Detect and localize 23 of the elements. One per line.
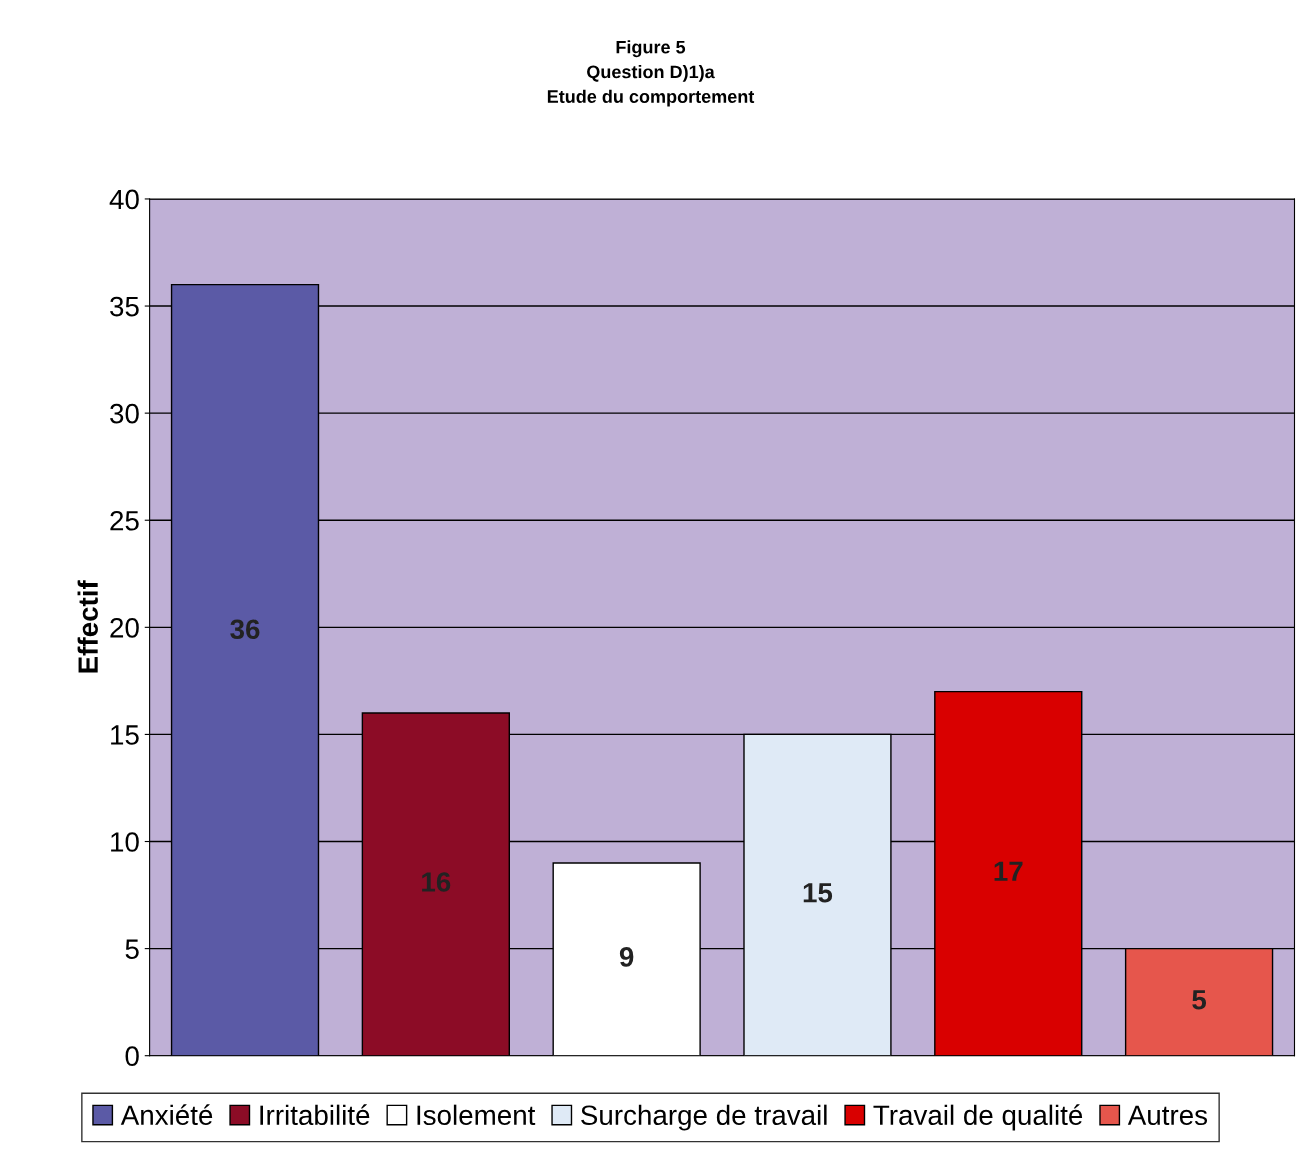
- y-tick-label: 30: [110, 403, 139, 424]
- legend-label: Travail de qualité: [873, 1104, 1083, 1131]
- legend-label: Isolement: [417, 1104, 536, 1126]
- y-tick-label: 15: [111, 725, 139, 745]
- y-tick-label: 40: [109, 189, 139, 210]
- legend-label: Irritabilité: [260, 1104, 370, 1126]
- data-label: 36: [230, 619, 260, 640]
- y-tick-label: 0: [125, 1046, 139, 1067]
- y-tick-label: 10: [111, 832, 139, 852]
- data-label: 9: [619, 947, 634, 967]
- legend-label: Surcharge de travail: [581, 1104, 827, 1131]
- y-tick-label: 25: [110, 510, 139, 531]
- data-label: 17: [994, 861, 1023, 881]
- y-tick-label: 20: [110, 617, 139, 638]
- y-tick-label: 5: [125, 939, 139, 959]
- y-tick-label: 35: [110, 296, 139, 317]
- data-label: 5: [1192, 990, 1207, 1010]
- legend-label: Anxiété: [120, 1104, 213, 1126]
- chart-title: Figure 5 Question D)1)a Etude du comportement: [547, 40, 755, 107]
- y-axis-title: Effectif: [77, 580, 98, 673]
- data-label: 15: [803, 883, 833, 903]
- legend-label: Autres: [1127, 1105, 1208, 1126]
- data-label: 16: [422, 872, 451, 892]
